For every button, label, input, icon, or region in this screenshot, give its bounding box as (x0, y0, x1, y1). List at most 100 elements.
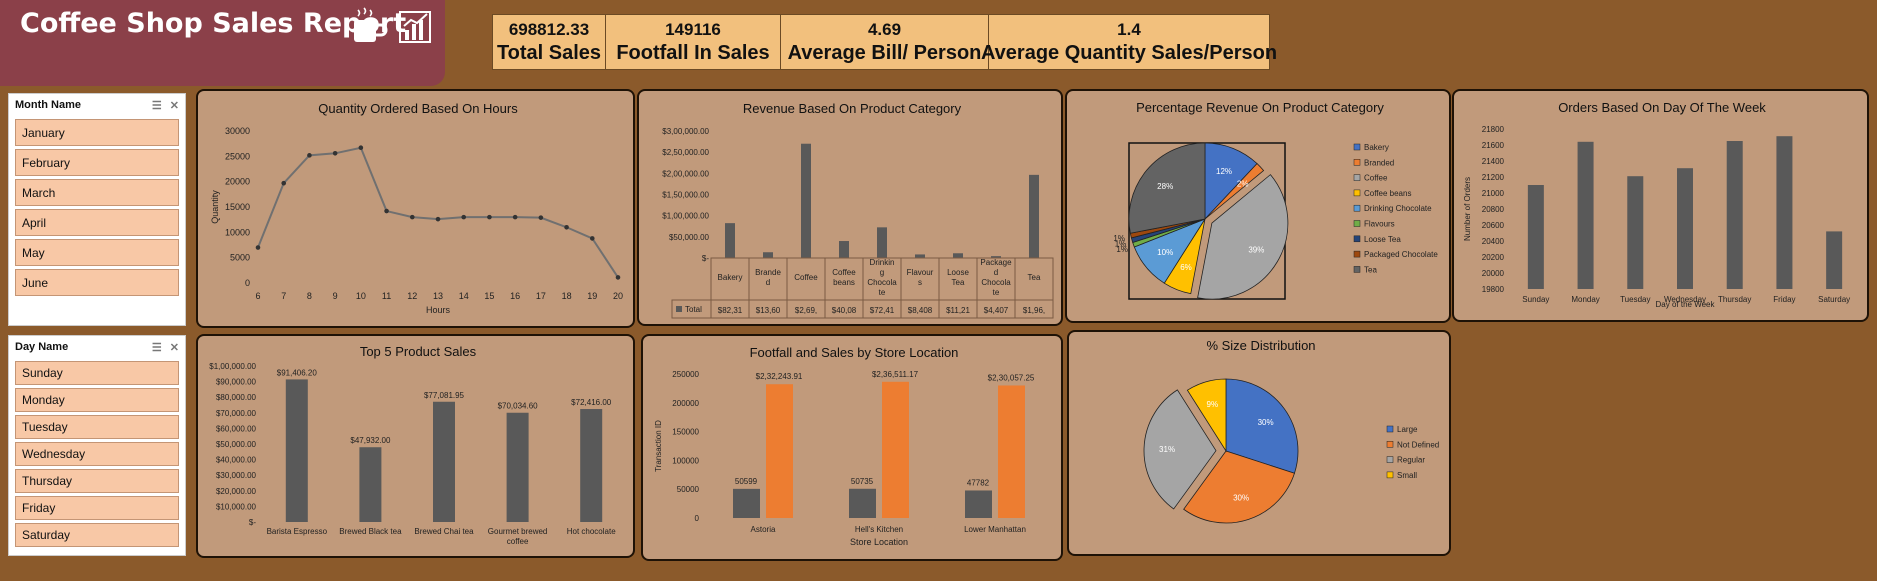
slicer-item-march[interactable]: March (15, 179, 179, 206)
bar (882, 381, 909, 518)
slicer-item-sunday[interactable]: Sunday (15, 361, 179, 385)
table-value: $8,408 (908, 306, 933, 315)
bar (433, 401, 455, 522)
y-tick-label: $10,000.00 (216, 502, 257, 511)
slicer-item-friday[interactable]: Friday (15, 496, 179, 520)
table-value: $2,69, (795, 306, 817, 315)
kpi-average-quantity: 1.4 Average Quantity Sales/Person (981, 15, 1277, 69)
slicer-item-thursday[interactable]: Thursday (15, 469, 179, 493)
y-tick-label: $2,50,000.00 (662, 148, 709, 157)
x-tick-label: 19 (587, 291, 597, 301)
slicer-item-saturday[interactable]: Saturday (15, 523, 179, 547)
table-value: $4,407 (984, 306, 1009, 315)
clear-filter-icon[interactable]: ✕ (169, 341, 179, 354)
multi-select-icon[interactable]: ☰ (151, 341, 162, 354)
y-tick-label: 15000 (225, 202, 250, 212)
y-tick-label: 0 (695, 514, 700, 523)
bar (953, 253, 963, 258)
x-tick-label: coffee (507, 537, 529, 546)
slicer-title: Month Name (15, 99, 81, 111)
table-value: $82,31 (718, 306, 743, 315)
data-label: $72,416.00 (571, 398, 612, 407)
x-tick-label: Lower Manhattan (964, 525, 1026, 534)
day-slicer: Day Name ☰ ✕ Sunday Monday Tuesday Wedne… (8, 335, 186, 556)
slice-label: 39% (1248, 245, 1264, 254)
chart-svg: % Size Distribution 30% 30% 31% 9% Large Not D… (1143, 338, 1439, 524)
bar (877, 227, 887, 258)
data-point (255, 245, 261, 250)
page-title: Coffee Shop Sales Report (20, 8, 407, 39)
legend-swatch (1353, 143, 1361, 151)
month-slicer: Month Name ☰ ✕ January February March Ap… (8, 93, 186, 326)
slicer-item-wednesday[interactable]: Wednesday (15, 442, 179, 466)
slicer-item-may[interactable]: May (15, 239, 179, 266)
y-tick-label: 250000 (672, 370, 699, 379)
data-point (307, 153, 312, 158)
slicer-item-april[interactable]: April (15, 209, 179, 236)
slice-label: 1% (1115, 240, 1127, 249)
data-point (384, 208, 389, 214)
chart-size-distribution: % Size Distribution 30% 30% 31% 9% Large Not D… (1067, 330, 1451, 556)
bar (733, 488, 760, 518)
pie-slice (1197, 174, 1289, 300)
bar (580, 409, 603, 522)
slicer-item-february[interactable]: February (15, 149, 179, 176)
data-label: $2,36,511.17 (872, 370, 919, 379)
x-tick-label: Brande d (755, 268, 781, 287)
bar (1627, 176, 1644, 289)
kpi-label: Average Bill/ Person (787, 41, 982, 64)
x-tick-label: Drinkin g Chocola te (867, 258, 897, 297)
x-tick-label: 6 (255, 291, 260, 301)
slice-label: 12% (1216, 167, 1232, 176)
x-tick-label: Bakery (718, 273, 743, 282)
y-tick-label: $2,00,000.00 (662, 169, 709, 178)
x-tick-label: Wednesday (1664, 295, 1706, 304)
kpi-value: 1.4 (1117, 19, 1141, 39)
y-tick-label: $30,000.00 (216, 471, 257, 480)
data-label: $2,32,243.91 (756, 372, 803, 381)
multi-select-icon[interactable]: ☰ (151, 99, 162, 112)
data-label: $91,406.20 (277, 368, 318, 377)
x-axis-label: Hours (426, 305, 451, 315)
x-tick-label: Astoria (751, 525, 776, 534)
bar (915, 254, 925, 258)
y-tick-label: $50,000.00 (669, 233, 710, 242)
x-tick-label: Tea (1028, 273, 1041, 282)
table-value: $13,60 (756, 306, 781, 315)
table-value: $1,96, (1023, 306, 1045, 315)
x-tick-label: Coffee beans (832, 268, 856, 287)
slice-label: 30% (1258, 418, 1274, 427)
data-point (409, 214, 415, 220)
x-tick-label: Sunday (1522, 295, 1549, 304)
kpi-value: 698812.33 (508, 19, 590, 39)
slicer-item-monday[interactable]: Monday (15, 388, 179, 412)
bar (1726, 141, 1743, 289)
y-tick-label: 30000 (225, 126, 250, 136)
bar (285, 379, 308, 522)
pie-slice (1186, 378, 1227, 453)
y-tick-label: 20000 (225, 177, 250, 187)
x-tick-label: Hot chocolate (567, 527, 616, 536)
x-tick-label: Brewed Black tea (339, 527, 402, 536)
kpi-value: 149116 (665, 19, 721, 39)
x-tick-label: Flavour s (907, 268, 934, 287)
slicer-item-june[interactable]: June (15, 269, 179, 296)
y-tick-label: 20000 (1482, 269, 1505, 278)
data-label: $77,081.95 (424, 391, 465, 400)
chart-title: Quantity Ordered Based On Hours (318, 101, 518, 116)
x-tick-label: Coffee (794, 273, 818, 282)
y-tick-label: $60,000.00 (216, 424, 257, 433)
title-banner: Coffee Shop Sales Report (0, 0, 445, 86)
slicer-item-tuesday[interactable]: Tuesday (15, 415, 179, 439)
kpi-footfall: 149116 Footfall In Sales (606, 15, 781, 69)
slicer-item-january[interactable]: January (15, 119, 179, 146)
legend-swatch (1353, 250, 1361, 258)
legend-label: Flavours (1364, 220, 1395, 229)
bar (839, 241, 849, 258)
legend-label: Not Defined (1397, 440, 1439, 449)
y-axis-label: Quantity (210, 190, 220, 224)
kpi-total-sales: 698812.33 Total Sales (493, 15, 606, 69)
data-label: 50735 (851, 477, 874, 486)
clear-filter-icon[interactable]: ✕ (169, 99, 179, 112)
y-tick-label: 150000 (672, 428, 699, 437)
